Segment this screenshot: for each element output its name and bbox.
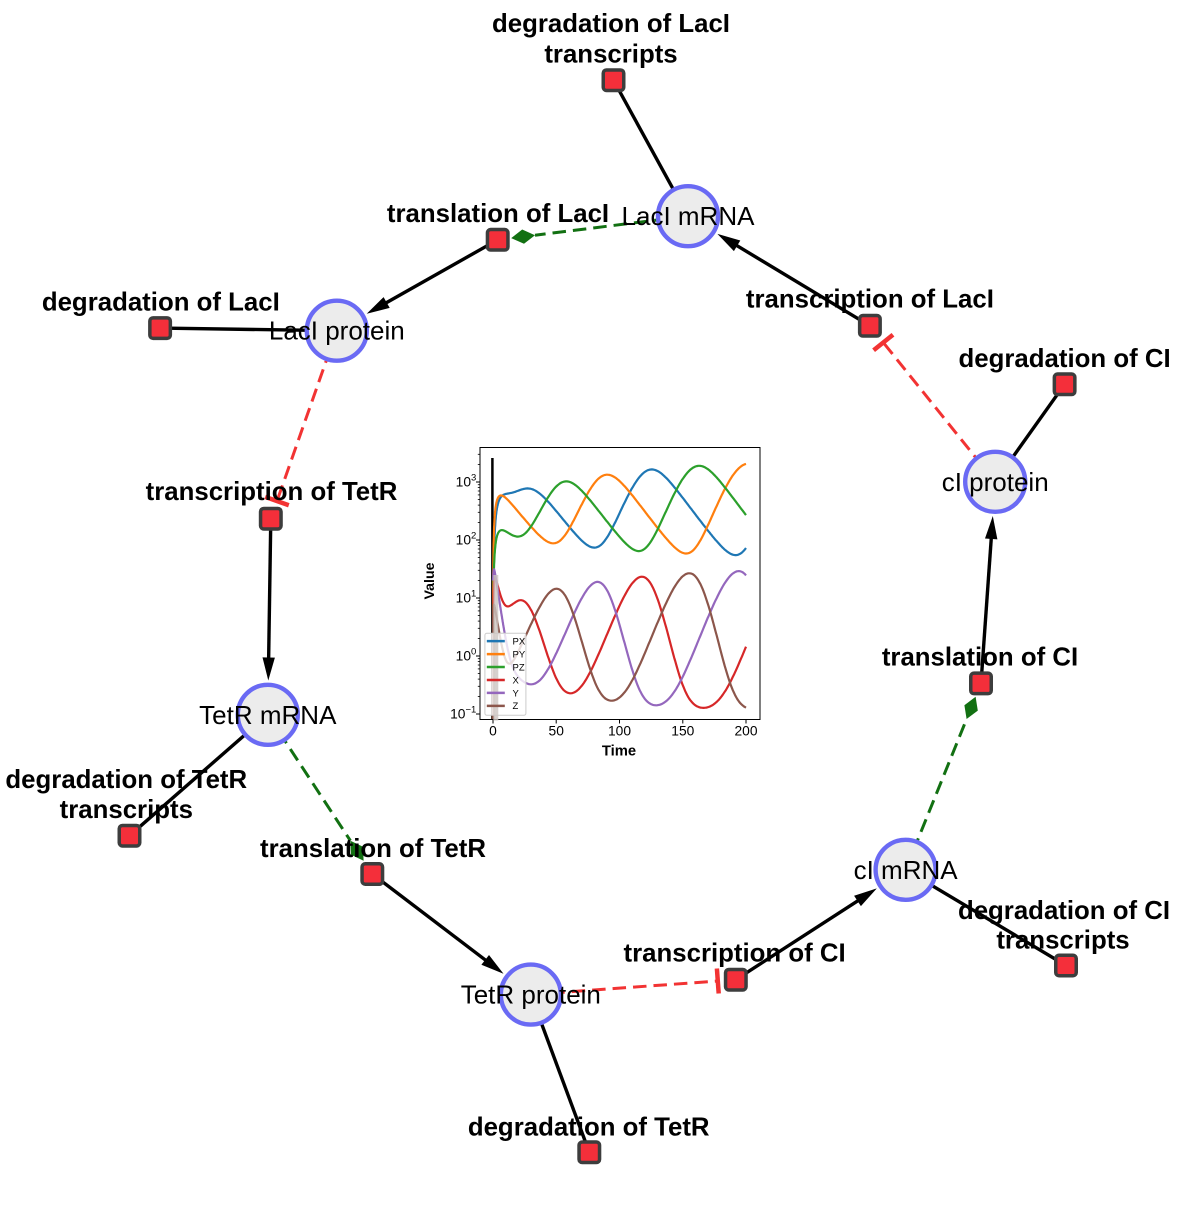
svg-text:150: 150 [671, 724, 694, 739]
svg-text:translation of LacI: translation of LacI [387, 200, 609, 228]
svg-text:100: 100 [608, 724, 631, 739]
svg-text:PZ: PZ [513, 662, 525, 673]
svg-text:transcription of TetR: transcription of TetR [146, 478, 398, 506]
svg-text:cI protein: cI protein [942, 467, 1049, 497]
svg-text:degradation of TetR: degradation of TetR [468, 1114, 710, 1142]
svg-text:transcription of CI: transcription of CI [624, 940, 846, 968]
svg-text:0: 0 [489, 724, 497, 739]
svg-text:Y: Y [513, 688, 520, 699]
svg-text:degradation of LacI: degradation of LacI [492, 10, 730, 38]
svg-text:50: 50 [549, 724, 565, 739]
svg-text:degradation of CI: degradation of CI [959, 345, 1171, 373]
svg-text:transcripts: transcripts [996, 927, 1129, 955]
svg-text:transcripts: transcripts [544, 41, 677, 69]
svg-text:transcripts: transcripts [60, 796, 193, 824]
svg-text:200: 200 [734, 724, 757, 739]
svg-text:degradation of CI: degradation of CI [958, 897, 1170, 925]
svg-text:translation of TetR: translation of TetR [260, 835, 486, 863]
svg-text:X: X [513, 675, 520, 686]
svg-text:TetR protein: TetR protein [461, 980, 601, 1010]
svg-text:TetR mRNA: TetR mRNA [199, 700, 337, 730]
svg-text:LacI protein: LacI protein [269, 316, 405, 346]
svg-text:PY: PY [513, 650, 526, 661]
svg-text:Time: Time [602, 744, 636, 760]
svg-text:PX: PX [513, 637, 526, 648]
svg-text:LacI mRNA: LacI mRNA [622, 201, 756, 231]
svg-text:degradation of LacI: degradation of LacI [42, 289, 280, 317]
svg-text:cI mRNA: cI mRNA [854, 855, 959, 885]
svg-text:degradation of TetR: degradation of TetR [5, 766, 247, 794]
svg-text:translation of CI: translation of CI [882, 644, 1078, 672]
svg-text:Value: Value [422, 562, 438, 599]
svg-text:transcription of LacI: transcription of LacI [746, 286, 994, 314]
svg-text:Z: Z [513, 701, 519, 712]
